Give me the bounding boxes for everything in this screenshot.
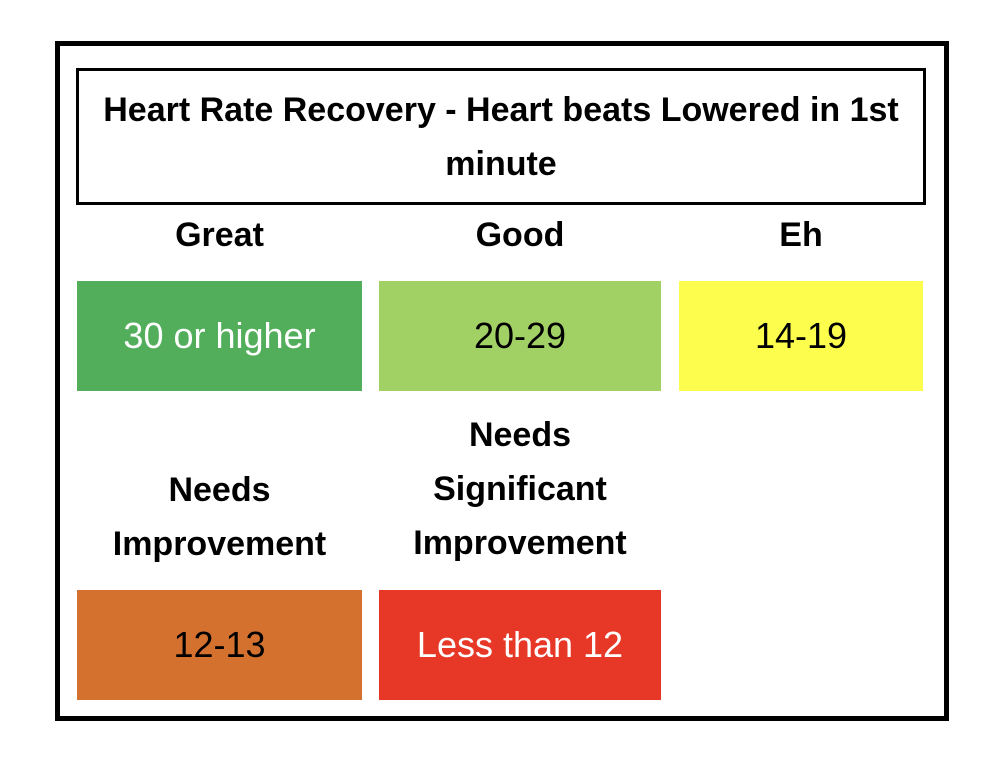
range-value-great: 30 or higher: [123, 315, 316, 356]
category-label-needs-improvement: Needs Improvement: [112, 471, 327, 563]
category-label-eh: Eh: [779, 216, 823, 254]
category-label-great: Great: [175, 216, 264, 254]
range-cell-needs-significant-improvement: Less than 12: [379, 590, 661, 700]
range-cell-needs-improvement: 12-13: [77, 590, 362, 700]
range-value-eh: 14-19: [754, 315, 848, 356]
range-cell-eh: 14-19: [679, 281, 923, 391]
title-box: Heart Rate Recovery - Heart beats Lowere…: [76, 68, 926, 205]
category-label-good: Good: [475, 216, 565, 254]
category-label-needs-significant-improvement: Needs Significant Improvement: [413, 416, 627, 562]
range-value-needs-improvement: 12-13: [173, 624, 266, 665]
range-cell-good: 20-29: [379, 281, 661, 391]
range-cell-great: 30 or higher: [77, 281, 362, 391]
outer-frame: [55, 41, 949, 721]
range-value-needs-significant-improvement: Less than 12: [416, 624, 624, 665]
range-value-good: 20-29: [473, 315, 567, 356]
page-title: Heart Rate Recovery - Heart beats Lowere…: [103, 90, 899, 183]
